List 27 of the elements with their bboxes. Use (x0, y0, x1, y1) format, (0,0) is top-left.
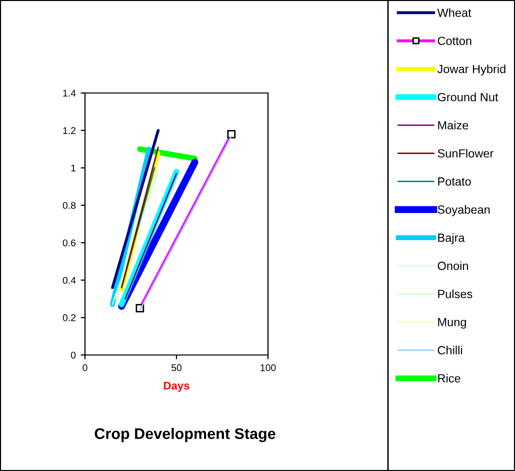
y-tick-label: 0 (70, 352, 76, 359)
x-tick-label: 0 (82, 364, 88, 372)
x-axis-title: Days (164, 382, 190, 392)
legend-label: Chilli (438, 346, 462, 354)
legend-label: Maize (438, 120, 468, 130)
y-tick-label: 0.6 (62, 239, 76, 246)
legend-label: Onoin (438, 261, 468, 270)
legend-label: Cotton (438, 36, 472, 46)
y-tick-label: 0.8 (62, 202, 76, 209)
legend-label: SunFlower (438, 148, 494, 158)
legend-label: Mung (438, 318, 466, 329)
legend-label: Bajra (438, 233, 465, 244)
legend-label: Jowar Hybrid (437, 64, 506, 76)
legend-label: Potato (438, 177, 471, 186)
y-tick-label: 1 (71, 164, 76, 172)
y-tick-label: 1.2 (63, 127, 76, 134)
y-tick-label: 0.4 (62, 276, 76, 284)
text: Crop Development Stage (94, 428, 276, 442)
legend-label: Ground Nut (438, 92, 498, 102)
x-tick-label: 100 (260, 364, 276, 372)
x-tick-label: 50 (171, 364, 182, 372)
y-tick-label: 1.4 (63, 90, 76, 97)
legend-label: Rice (438, 374, 460, 383)
legend-label: Pulses (438, 289, 472, 298)
legend-label: Soyabean (438, 205, 490, 216)
legend-label: Wheat (437, 8, 472, 17)
y-tick-label: 0.2 (62, 314, 76, 322)
